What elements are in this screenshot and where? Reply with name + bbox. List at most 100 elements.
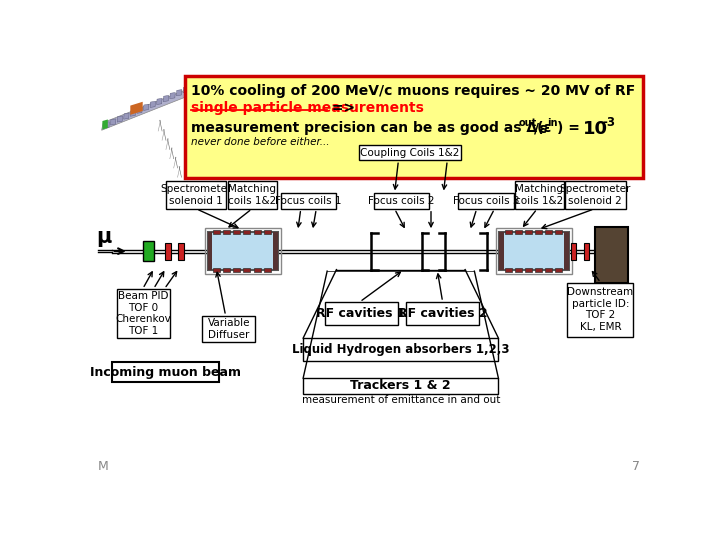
Bar [567, 283, 634, 336]
Bar [273, 232, 275, 271]
Bar [374, 193, 429, 209]
Bar [223, 231, 230, 234]
Bar [515, 268, 522, 272]
Bar [595, 227, 628, 283]
Bar [535, 231, 542, 234]
Bar [496, 228, 572, 274]
Text: Beam PID
TOF 0
Cherenkov
TOF 1: Beam PID TOF 0 Cherenkov TOF 1 [116, 291, 171, 336]
Bar [545, 268, 552, 272]
Bar [515, 181, 564, 209]
Text: measurement of emittance in and out: measurement of emittance in and out [302, 395, 500, 405]
Bar [185, 76, 644, 178]
Bar [502, 232, 504, 271]
Bar [555, 268, 562, 272]
Bar [243, 231, 251, 234]
Text: Focus coils 3: Focus coils 3 [453, 196, 519, 206]
Polygon shape [157, 98, 162, 105]
Polygon shape [111, 119, 116, 125]
Bar [210, 232, 212, 271]
Bar [570, 242, 576, 260]
Text: single particle measurements: single particle measurements [191, 101, 423, 115]
Text: μ: μ [96, 227, 112, 247]
Bar [233, 231, 240, 234]
Polygon shape [124, 113, 129, 119]
Text: Downstream
particle ID:
TOF 2
KL, EMR: Downstream particle ID: TOF 2 KL, EMR [567, 287, 634, 332]
Polygon shape [104, 122, 109, 128]
Bar [165, 242, 171, 260]
Polygon shape [163, 96, 168, 102]
Text: Spectrometer
solenoid 1: Spectrometer solenoid 1 [161, 184, 232, 206]
Bar [208, 232, 210, 271]
Text: Focus coils 1: Focus coils 1 [275, 196, 342, 206]
Bar [555, 231, 562, 234]
Text: =>: => [327, 101, 355, 115]
Bar [179, 242, 184, 260]
Bar [545, 231, 552, 234]
Text: Liquid Hydrogen absorbers 1,2,3: Liquid Hydrogen absorbers 1,2,3 [292, 343, 510, 356]
Bar [275, 232, 277, 271]
Bar [281, 193, 336, 209]
Bar [525, 231, 532, 234]
Bar [567, 232, 569, 271]
Bar [253, 231, 261, 234]
Bar [458, 193, 514, 209]
Bar [264, 268, 271, 272]
Bar [228, 181, 276, 209]
Polygon shape [176, 90, 182, 96]
Bar [208, 232, 277, 271]
Polygon shape [170, 92, 175, 99]
Bar [584, 242, 589, 260]
Bar [117, 289, 170, 338]
Text: Matching
coils 1&2: Matching coils 1&2 [515, 184, 563, 206]
Bar [143, 241, 153, 261]
Polygon shape [117, 116, 122, 122]
Text: Trackers 1 & 2: Trackers 1 & 2 [351, 380, 451, 393]
Bar [243, 268, 251, 272]
Text: out: out [518, 118, 537, 128]
Text: Coupling Coils 1&2: Coupling Coils 1&2 [361, 147, 460, 158]
Text: Variable
Diffuser: Variable Diffuser [207, 318, 250, 340]
Bar [303, 338, 498, 361]
Bar [166, 181, 226, 209]
Bar [213, 231, 220, 234]
Bar [325, 302, 397, 325]
Polygon shape [183, 86, 189, 93]
Bar [565, 181, 626, 209]
Polygon shape [137, 107, 143, 113]
Bar [505, 268, 512, 272]
Bar [112, 362, 219, 382]
Bar [499, 232, 502, 271]
Polygon shape [130, 110, 136, 116]
Text: -3: -3 [602, 117, 616, 130]
Bar [223, 268, 230, 272]
Text: Incoming muon beam: Incoming muon beam [90, 366, 240, 379]
Text: RF cavities 2: RF cavities 2 [398, 307, 487, 320]
Bar [505, 231, 512, 234]
Text: Spectrometer
solenoid 2: Spectrometer solenoid 2 [559, 184, 631, 206]
Polygon shape [102, 119, 108, 130]
Text: M: M [98, 460, 109, 473]
Bar [253, 268, 261, 272]
Bar [515, 231, 522, 234]
Text: 10% cooling of 200 MeV/c muons requires ~ 20 MV of RF: 10% cooling of 200 MeV/c muons requires … [191, 84, 635, 98]
Text: in: in [547, 118, 558, 128]
Text: RF cavities 1: RF cavities 1 [316, 307, 406, 320]
Bar [233, 268, 240, 272]
Bar [564, 232, 567, 271]
Bar [499, 232, 569, 271]
Polygon shape [102, 88, 191, 130]
Text: Matching
coils 1&2: Matching coils 1&2 [228, 184, 276, 206]
Polygon shape [150, 102, 156, 107]
Text: measurement precision can be as good as Δ(ε: measurement precision can be as good as … [191, 121, 551, 135]
Text: never done before either...: never done before either... [191, 137, 329, 147]
Text: 7: 7 [632, 460, 640, 473]
Text: 10: 10 [583, 120, 608, 138]
Bar [204, 228, 281, 274]
Bar [525, 268, 532, 272]
Bar [406, 302, 479, 325]
Bar [359, 145, 462, 160]
Polygon shape [130, 102, 143, 115]
Bar [303, 378, 498, 394]
Bar [264, 231, 271, 234]
Polygon shape [143, 104, 149, 110]
